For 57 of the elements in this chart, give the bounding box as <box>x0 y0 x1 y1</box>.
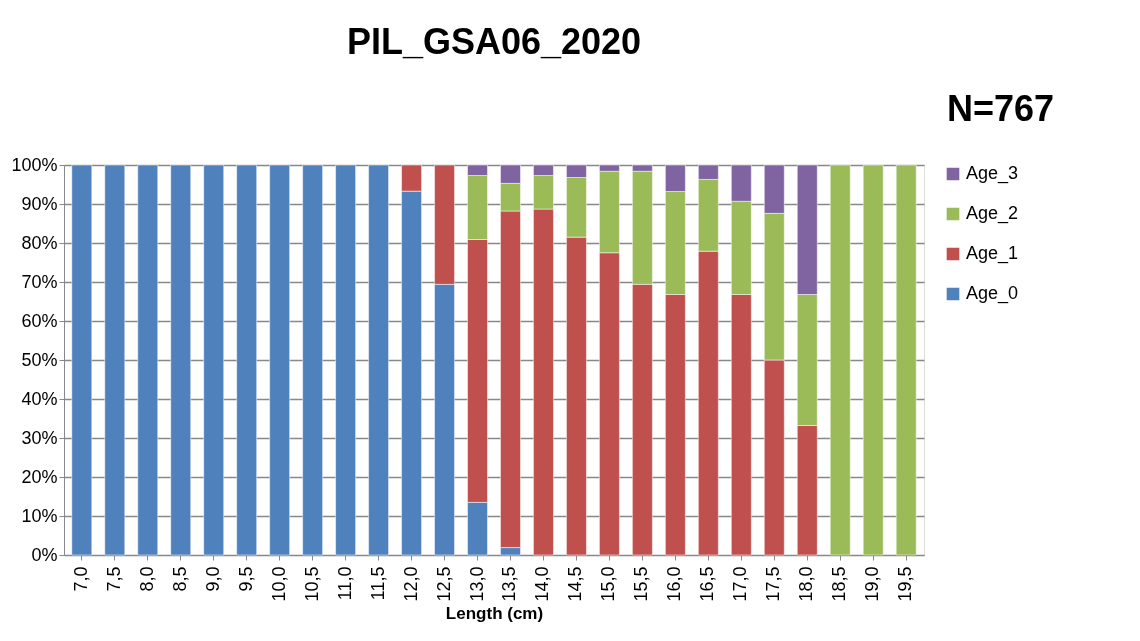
x-tick-label: 10,0 <box>268 566 289 602</box>
x-tick-label: 15,0 <box>598 566 619 602</box>
bar <box>368 164 389 556</box>
bar <box>170 164 191 556</box>
bar <box>829 164 851 556</box>
bar <box>269 164 290 556</box>
y-tick-label: 60% <box>21 310 58 331</box>
x-tick-label: 11,0 <box>334 566 355 601</box>
x-tick-label: 16,0 <box>664 566 685 602</box>
y-tick-label: 10% <box>21 505 58 526</box>
bar <box>862 164 884 556</box>
x-tick-label: 13,5 <box>499 566 520 602</box>
x-tick-label: 14,5 <box>565 566 586 602</box>
x-tick-label: 17,0 <box>730 566 751 602</box>
bar <box>335 164 356 556</box>
legend-label: Age_2 <box>966 203 1019 224</box>
x-tick-label: 12,0 <box>400 566 421 602</box>
x-tick-label: 8,5 <box>169 566 190 592</box>
x-tick-label: 18,5 <box>829 566 850 602</box>
x-tick-label: 14,0 <box>532 566 553 602</box>
bar <box>203 164 224 556</box>
legend-label: Age_1 <box>966 243 1019 264</box>
y-tick-label: 0% <box>31 544 58 565</box>
y-tick-label: 50% <box>21 349 58 370</box>
y-tick-label: 100% <box>11 154 58 175</box>
x-tick-label: 18,0 <box>796 566 817 602</box>
x-tick-label: 13,0 <box>466 566 487 602</box>
x-tick-label: 19,0 <box>862 566 883 602</box>
x-tick-label: 9,0 <box>202 566 223 592</box>
x-tick-label: 17,5 <box>763 566 784 602</box>
y-tick-label: 90% <box>21 193 58 214</box>
x-tick-label: 15,5 <box>631 566 652 602</box>
x-tick-label: 16,5 <box>697 566 718 602</box>
x-axis-title: Length (cm) <box>445 603 544 623</box>
x-tick-label: 9,5 <box>235 566 256 592</box>
legend-label: Age_3 <box>966 163 1019 184</box>
bar <box>104 164 126 556</box>
y-tick-label: 70% <box>21 271 58 292</box>
x-tick-label: 8,0 <box>136 566 157 592</box>
text: N=767 <box>946 88 1054 129</box>
bar <box>302 164 323 556</box>
y-tick-label: 20% <box>21 466 58 487</box>
x-tick-label: 19,5 <box>895 566 916 602</box>
bar <box>71 164 93 556</box>
y-tick-label: 80% <box>21 232 58 253</box>
legend-label: Age_0 <box>966 283 1019 304</box>
x-tick-label: 10,5 <box>301 566 322 602</box>
chart-title: PIL_GSA06_2020 <box>346 21 642 62</box>
bar <box>137 164 159 556</box>
bar <box>236 164 257 556</box>
x-tick-label: 7,5 <box>103 566 124 592</box>
y-tick-label: 30% <box>21 427 58 448</box>
x-tick-label: 7,0 <box>70 566 91 592</box>
y-tick-label: 40% <box>21 388 58 409</box>
x-tick-label: 11,5 <box>367 566 388 601</box>
bar <box>895 164 917 556</box>
x-tick-label: 12,5 <box>433 566 454 602</box>
